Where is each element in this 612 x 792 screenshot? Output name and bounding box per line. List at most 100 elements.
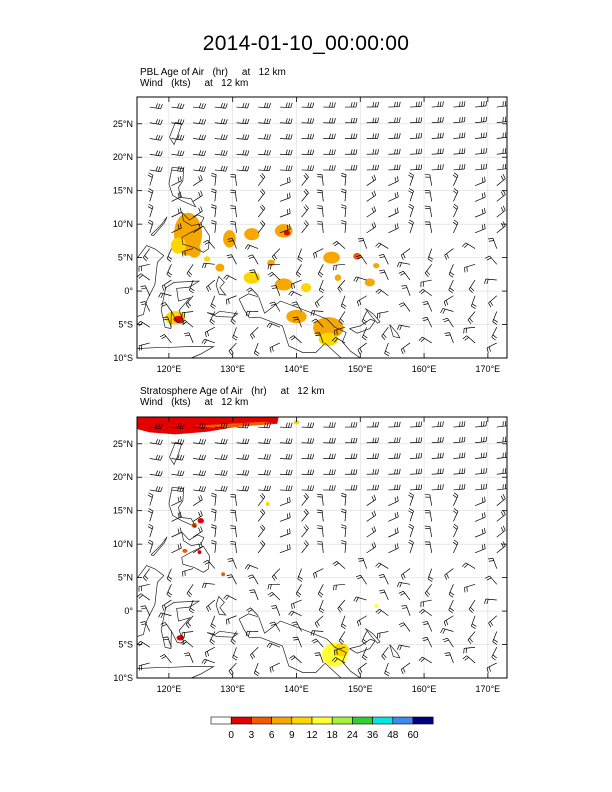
wind-barb xyxy=(487,237,498,249)
wind-barb xyxy=(279,165,293,171)
pbl-wind-label: Wind (kts) at 12 km xyxy=(140,78,249,89)
wind-barb xyxy=(189,599,195,614)
wind-barb xyxy=(147,219,154,233)
wind-barb xyxy=(257,492,266,506)
wind-barb xyxy=(398,270,411,281)
lat-tick-label: 10°N xyxy=(113,539,133,549)
wind-barb xyxy=(331,337,346,344)
wind-barb xyxy=(418,608,432,617)
coastline xyxy=(365,308,381,324)
wind-barb xyxy=(147,508,154,522)
wind-barb xyxy=(301,453,315,460)
wind-barb xyxy=(464,263,476,273)
wind-barb xyxy=(149,423,163,430)
wind-barb xyxy=(301,165,315,171)
wind-barb xyxy=(344,117,358,124)
wind-barb xyxy=(496,132,507,139)
wind-barb xyxy=(267,271,281,281)
wind-barb xyxy=(340,295,347,310)
wind-barb xyxy=(400,662,411,675)
coastline xyxy=(160,600,200,650)
wind-barb xyxy=(192,510,203,522)
wind-barb xyxy=(301,508,309,522)
wind-barb xyxy=(271,248,281,261)
wind-barb xyxy=(424,264,433,278)
wind-barb xyxy=(193,438,207,445)
wind-barb xyxy=(410,468,423,475)
wind-barb xyxy=(317,173,324,186)
wind-barb xyxy=(171,118,185,125)
wind-barb xyxy=(258,118,271,124)
wind-barb xyxy=(149,486,163,493)
wind-barb xyxy=(279,512,291,522)
wind-barb xyxy=(201,658,215,665)
wind-barb xyxy=(185,295,194,309)
wind-barb xyxy=(301,540,309,554)
coastline xyxy=(215,276,227,296)
wind-barb xyxy=(192,190,203,202)
wind-barb xyxy=(422,301,433,312)
wind-barb xyxy=(340,492,347,506)
wind-barb xyxy=(257,172,266,186)
wind-barb xyxy=(279,453,293,460)
wind-barb xyxy=(340,188,347,202)
wind-barb xyxy=(356,615,367,627)
wind-barb xyxy=(453,452,466,459)
wind-barb xyxy=(214,118,228,125)
wind-barb xyxy=(202,582,215,589)
wind-barb xyxy=(378,254,389,265)
colorbar-box xyxy=(271,716,293,725)
wind-barb xyxy=(171,454,185,461)
wind-barb xyxy=(487,557,498,569)
pbl-field-label: PBL Age of Air (hr) at 12 km xyxy=(140,67,286,78)
wind-barb xyxy=(291,301,302,312)
wind-barb xyxy=(147,172,154,186)
wind-barb xyxy=(266,642,281,649)
wind-barb xyxy=(171,486,185,492)
wind-barb xyxy=(496,116,507,124)
wind-barb xyxy=(171,438,185,445)
wind-barb xyxy=(379,589,389,601)
field-blob xyxy=(265,501,270,507)
wind-barb xyxy=(211,220,217,233)
wind-barb xyxy=(279,133,293,140)
coastline xyxy=(181,211,205,226)
wind-barb xyxy=(388,496,399,506)
coastline xyxy=(207,310,239,318)
wind-barb xyxy=(323,133,336,140)
wind-barb xyxy=(214,470,228,476)
main-title: 2014-01-10_00:00:00 xyxy=(202,32,410,55)
wind-barb xyxy=(431,132,444,139)
wind-barb xyxy=(323,149,336,155)
wind-barb xyxy=(147,539,154,553)
wind-barb xyxy=(166,568,173,582)
wind-barb xyxy=(317,541,324,553)
wind-barb xyxy=(230,525,237,538)
wind-barb xyxy=(388,527,399,538)
wind-barb xyxy=(244,244,259,250)
wind-barb xyxy=(236,438,250,445)
wind-barb xyxy=(474,223,486,234)
wind-barb xyxy=(448,599,454,614)
wind-barb xyxy=(366,149,379,155)
wind-barb xyxy=(291,621,302,632)
wind-barb xyxy=(453,132,466,139)
wind-barb xyxy=(314,295,324,308)
wind-barb xyxy=(338,631,346,645)
wind-barb xyxy=(214,134,228,141)
wind-barb xyxy=(388,148,401,155)
wind-barb xyxy=(209,311,216,325)
wind-barb xyxy=(334,326,346,336)
strat-orange-streak xyxy=(194,421,275,429)
wind-barb xyxy=(452,523,459,538)
wind-barb xyxy=(269,621,281,632)
wind-barb xyxy=(266,322,281,329)
wind-barb xyxy=(453,468,466,475)
colorbar-box xyxy=(412,716,434,725)
wind-barb xyxy=(210,615,216,630)
wind-barb xyxy=(331,657,346,664)
wind-barb xyxy=(295,584,302,598)
lon-tick-label: 170°E xyxy=(476,684,501,694)
wind-barb xyxy=(214,102,228,109)
wind-barb xyxy=(470,295,477,310)
